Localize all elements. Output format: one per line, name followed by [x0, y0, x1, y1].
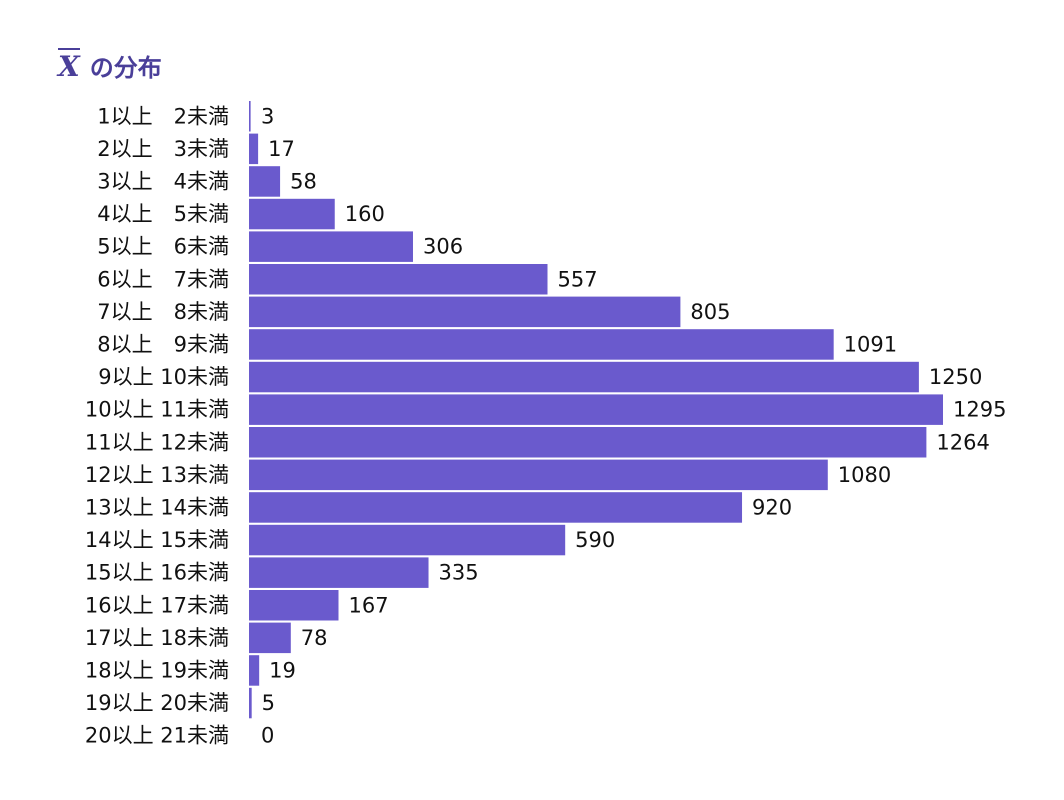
value-label: 920 [752, 495, 792, 519]
category-label: 6以上 7未満 [97, 267, 229, 291]
value-label: 5 [262, 691, 275, 715]
category-label: 17以上 18未満 [85, 626, 229, 650]
bar [249, 492, 743, 523]
category-label: 19以上 20未満 [85, 691, 229, 715]
bar [249, 133, 259, 165]
category-label: 9以上 10未満 [98, 365, 229, 389]
value-label: 306 [423, 235, 463, 259]
bar [249, 329, 834, 360]
bar [249, 687, 252, 719]
bar [249, 394, 943, 425]
category-label: 10以上 11未満 [85, 398, 229, 422]
category-label: 11以上 12未満 [85, 430, 229, 454]
value-label: 1250 [929, 365, 982, 389]
category-label: 3以上 4未満 [97, 169, 229, 193]
bar [249, 427, 927, 458]
bar [249, 459, 828, 491]
bar [249, 361, 919, 393]
bar [249, 655, 260, 686]
category-label: 4以上 5未満 [97, 202, 229, 226]
value-label: 557 [558, 267, 598, 291]
bar [249, 166, 281, 197]
category-label: 7以上 8未満 [97, 300, 229, 324]
category-label: 16以上 17未満 [85, 593, 229, 617]
category-label: 12以上 13未満 [85, 463, 229, 487]
value-label: 78 [301, 626, 328, 650]
value-label: 0 [261, 724, 274, 748]
value-label: 1264 [936, 430, 989, 454]
category-label: 2以上 3未満 [97, 137, 229, 161]
value-label: 167 [348, 593, 388, 617]
category-label: 15以上 16未満 [85, 561, 229, 585]
bar [249, 524, 566, 556]
value-label: 1080 [838, 463, 891, 487]
value-label: 160 [345, 202, 385, 226]
value-label: 3 [261, 104, 274, 128]
value-label: 590 [575, 528, 615, 552]
category-label: 13以上 14未満 [85, 495, 229, 519]
value-label: 335 [439, 561, 479, 585]
bar [249, 231, 413, 262]
bar [249, 264, 548, 295]
category-label: 8以上 9未満 [97, 332, 229, 356]
bar [249, 590, 339, 621]
value-label: 58 [290, 169, 317, 193]
category-label: 14以上 15未満 [85, 528, 229, 552]
value-label: 1295 [953, 398, 1006, 422]
category-label: 1以上 2未満 [97, 104, 229, 128]
bar [249, 622, 291, 654]
bar [249, 296, 681, 328]
category-label: 18以上 19未満 [85, 658, 229, 682]
bar [249, 198, 335, 230]
title-text: の分布 [89, 54, 162, 82]
bar [249, 557, 429, 588]
category-label: 20以上 21未満 [85, 724, 229, 748]
bar [249, 101, 251, 132]
value-label: 1091 [844, 332, 897, 356]
value-label: 805 [690, 300, 730, 324]
chart-title: X の分布 [58, 48, 162, 81]
title-symbol-xbar: X [58, 48, 80, 83]
category-label: 5以上 6未満 [97, 235, 229, 259]
value-label: 19 [269, 658, 296, 682]
value-label: 17 [268, 137, 295, 161]
